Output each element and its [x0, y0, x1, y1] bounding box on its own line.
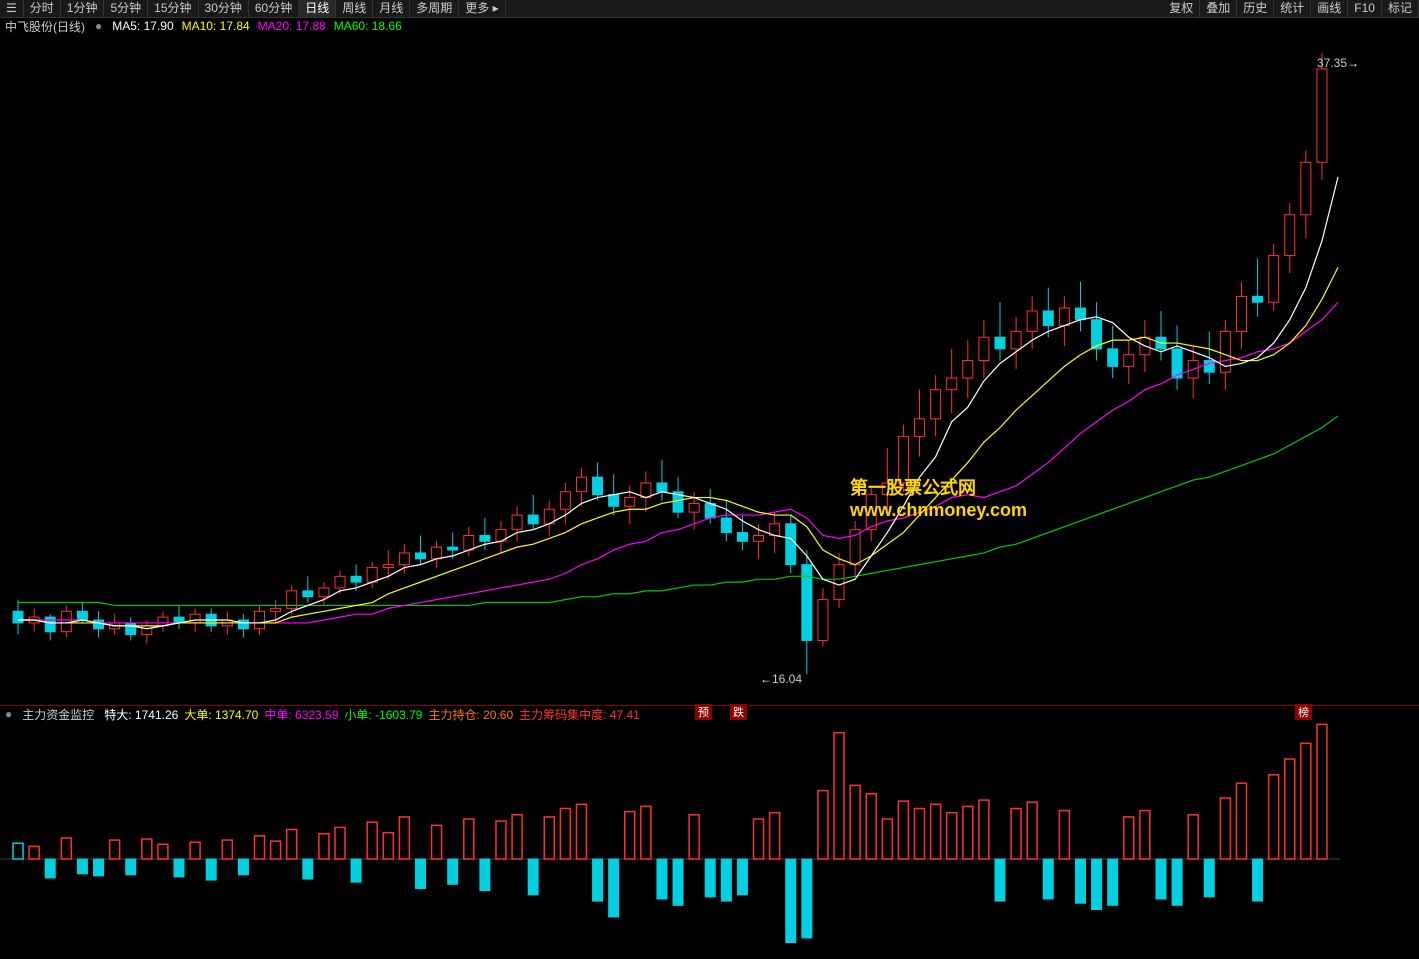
- tf-15m[interactable]: 15分钟: [148, 0, 198, 17]
- tf-60m[interactable]: 60分钟: [249, 0, 299, 17]
- menu-icon[interactable]: ☰: [0, 0, 24, 17]
- ma-label: MA5: 17.90: [112, 19, 173, 33]
- ma-label: MA60: 18.66: [334, 19, 402, 33]
- tf-30m[interactable]: 30分钟: [199, 0, 249, 17]
- ma-labels: MA5: 17.90 MA10: 17.84 MA20: 17.88 MA60: 18…: [112, 19, 410, 33]
- sub-label: 主力筹码集中度: 47.41: [519, 708, 640, 722]
- sub-label: 中单: 6323.59: [264, 708, 338, 722]
- rb-mark[interactable]: 标记: [1382, 0, 1419, 17]
- sub-info-icon: ●: [5, 707, 12, 721]
- tf-5m[interactable]: 5分钟: [104, 0, 148, 17]
- volume-chart[interactable]: [0, 722, 1419, 959]
- tf-week[interactable]: 周线: [336, 0, 373, 17]
- main-chart[interactable]: 第一股票公式网 www.chnmoney.com 37.35→ ←16.04 预…: [0, 34, 1419, 706]
- timeframe-group: ☰ 分时1分钟5分钟15分钟30分钟60分钟日线周线月线多周期更多 ▸: [0, 0, 506, 17]
- price-high-label: 37.35→: [1317, 56, 1359, 70]
- rb-history[interactable]: 历史: [1237, 0, 1274, 17]
- rb-overlay[interactable]: 叠加: [1200, 0, 1237, 17]
- rb-f10[interactable]: F10: [1348, 0, 1382, 17]
- sub-label: 特大: 1741.26: [104, 708, 178, 722]
- sub-labels: 特大: 1741.26 大单: 1374.70 中单: 6323.59 小单: -16…: [104, 706, 646, 723]
- tool-group: 复权叠加历史统计画线F10标记: [1163, 0, 1419, 17]
- rb-draw[interactable]: 画线: [1311, 0, 1348, 17]
- sub-label: 大单: 1374.70: [184, 708, 258, 722]
- price-low-label: ←16.04: [760, 672, 802, 686]
- tf-1m[interactable]: 1分钟: [61, 0, 105, 17]
- badge: 跌: [730, 704, 747, 720]
- info-icon: ●: [95, 19, 102, 33]
- sub-label: 小单: -1603.79: [344, 708, 422, 722]
- ma-label: MA10: 17.84: [182, 19, 250, 33]
- tf-day[interactable]: 日线: [299, 0, 336, 17]
- tf-more[interactable]: 更多 ▸: [459, 0, 505, 17]
- tf-timeshare[interactable]: 分时: [24, 0, 61, 17]
- rb-stats[interactable]: 统计: [1274, 0, 1311, 17]
- badge: 榜: [1295, 704, 1312, 720]
- ma-label: MA20: 17.88: [258, 19, 326, 33]
- top-toolbar: ☰ 分时1分钟5分钟15分钟30分钟60分钟日线周线月线多周期更多 ▸ 复权叠加…: [0, 0, 1419, 18]
- stock-name: 中飞股份(日线): [5, 18, 85, 35]
- badge: 预: [695, 704, 712, 720]
- sub-label: 主力持仓: 20.60: [428, 708, 513, 722]
- rb-adjust[interactable]: 复权: [1163, 0, 1200, 17]
- tf-month[interactable]: 月线: [373, 0, 410, 17]
- sub-title: 主力资金监控: [22, 706, 94, 723]
- tf-multi[interactable]: 多周期: [410, 0, 459, 17]
- stock-info-bar: 中飞股份(日线) ● MA5: 17.90 MA10: 17.84 MA20: 17…: [0, 18, 1419, 34]
